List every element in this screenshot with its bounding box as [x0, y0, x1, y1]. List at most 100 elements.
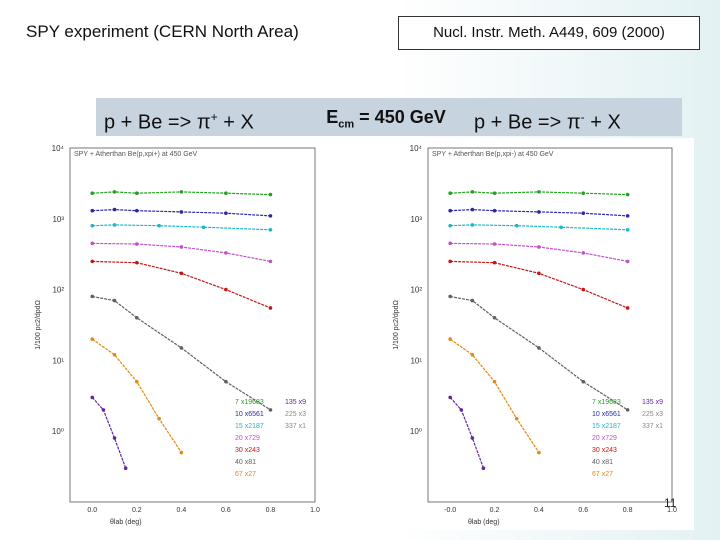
data-point	[625, 192, 630, 197]
data-point	[179, 190, 184, 194]
y-tick-label: 10⁴	[410, 144, 423, 153]
legend-entry: 225 x3	[642, 411, 663, 418]
data-point	[537, 245, 541, 249]
data-point	[537, 346, 541, 350]
legend-entry: 135 x9	[642, 399, 663, 406]
y-tick-label: 10⁰	[410, 427, 422, 436]
data-point	[492, 191, 497, 195]
data-point	[90, 191, 95, 195]
data-point	[625, 408, 630, 412]
series-line-67	[449, 338, 540, 453]
series-line-30	[92, 260, 271, 309]
x-tick-label: 0.2	[132, 507, 142, 514]
plot-title: SPY + Atherthan Be(p,xpi-) at 450 GeV	[432, 151, 554, 158]
data-point	[448, 241, 452, 246]
legend-entry: 337 x1	[642, 423, 663, 430]
x-tick-label: 0.6	[578, 507, 588, 514]
y-tick-label: 10¹	[410, 356, 422, 365]
data-point	[135, 379, 139, 384]
y-tick-label: 10⁴	[52, 144, 65, 153]
data-point	[112, 223, 117, 227]
data-point	[537, 190, 541, 194]
data-point	[492, 208, 497, 213]
series-line-10	[92, 208, 271, 217]
data-point	[123, 466, 128, 471]
reaction-suffix: + X	[584, 111, 621, 134]
data-point	[581, 251, 586, 255]
legend-entry: 67 x27	[592, 471, 613, 478]
data-point	[112, 352, 117, 357]
data-point	[135, 242, 139, 246]
data-point	[112, 436, 117, 440]
series-line-15	[92, 224, 271, 231]
plot-frame	[427, 147, 673, 503]
reaction-label-negative: p + Be => π- + X	[466, 98, 682, 136]
series-line-135	[449, 397, 485, 469]
data-point	[514, 416, 519, 421]
data-point	[625, 306, 630, 310]
data-point	[492, 242, 497, 246]
series-line-135	[91, 397, 127, 469]
data-point	[448, 337, 452, 341]
data-point	[157, 416, 161, 421]
data-point	[492, 315, 497, 320]
x-tick-label: 0.0	[87, 507, 97, 514]
energy-label: Ecm = 450 GeV	[303, 98, 469, 136]
data-point	[492, 260, 497, 265]
x-tick-label: 0.8	[623, 507, 633, 514]
charge-sup: +	[210, 110, 218, 124]
data-point	[135, 260, 139, 265]
data-point	[537, 271, 541, 276]
series-line-15	[450, 224, 628, 231]
data-point	[492, 379, 497, 384]
data-point	[448, 191, 452, 195]
series-line-40	[92, 295, 271, 411]
x-tick-label: 0.6	[221, 507, 231, 514]
data-point	[101, 408, 106, 412]
series-line-67	[91, 338, 182, 453]
x-tick-label: 1.0	[667, 507, 677, 514]
data-point	[112, 190, 117, 194]
legend-entry: 30 x243	[592, 447, 617, 454]
legend-entry: 337 x1	[285, 423, 306, 430]
data-point	[135, 208, 139, 213]
x-axis-label: θlab (deg)	[468, 519, 500, 526]
data-point	[179, 210, 184, 214]
legend-entry: 30 x243	[235, 447, 260, 454]
data-point	[179, 346, 184, 350]
x-tick-label: 0.2	[490, 507, 500, 514]
series-line-7	[450, 191, 628, 196]
data-point	[90, 259, 95, 264]
legend-entry: 67 x27	[235, 471, 256, 478]
y-tick-label: 10¹	[52, 356, 64, 365]
reaction-label-positive: p + Be => π+ + X	[96, 98, 304, 136]
y-axis-label: 1/100 pc2/dpdΩ	[35, 300, 42, 350]
series-line-10	[450, 208, 628, 217]
data-point	[459, 408, 464, 412]
energy-subscript: cm	[338, 118, 355, 131]
data-point	[268, 227, 273, 232]
data-point	[224, 211, 228, 215]
charge-sup: -	[580, 110, 585, 124]
plot-pi-plus: SPY + Atherthan Be(p,xpi+) at 450 GeV 10⁴…	[30, 138, 337, 530]
data-point	[224, 287, 228, 292]
legend-entry: 135 x9	[285, 399, 306, 406]
x-tick-label: 1.0	[310, 507, 320, 514]
legend-entry: 40 x81	[235, 459, 256, 466]
data-point	[470, 436, 475, 440]
data-point	[625, 259, 630, 264]
data-point	[112, 207, 117, 212]
data-point	[268, 214, 273, 218]
data-point	[514, 223, 519, 228]
reaction-text: p + Be => π	[104, 111, 211, 134]
y-tick-label: 10⁰	[52, 427, 64, 436]
data-point	[268, 192, 273, 197]
reaction-suffix: + X	[217, 111, 254, 134]
data-point	[90, 223, 95, 228]
x-tick-label: 0.8	[266, 507, 276, 514]
legend-entry: 20 x729	[235, 435, 260, 442]
data-point	[201, 225, 206, 230]
reaction-text: p + Be => π	[474, 111, 581, 134]
legend-entry: 7 x19683	[235, 399, 264, 406]
y-tick-label: 10²	[52, 286, 64, 295]
